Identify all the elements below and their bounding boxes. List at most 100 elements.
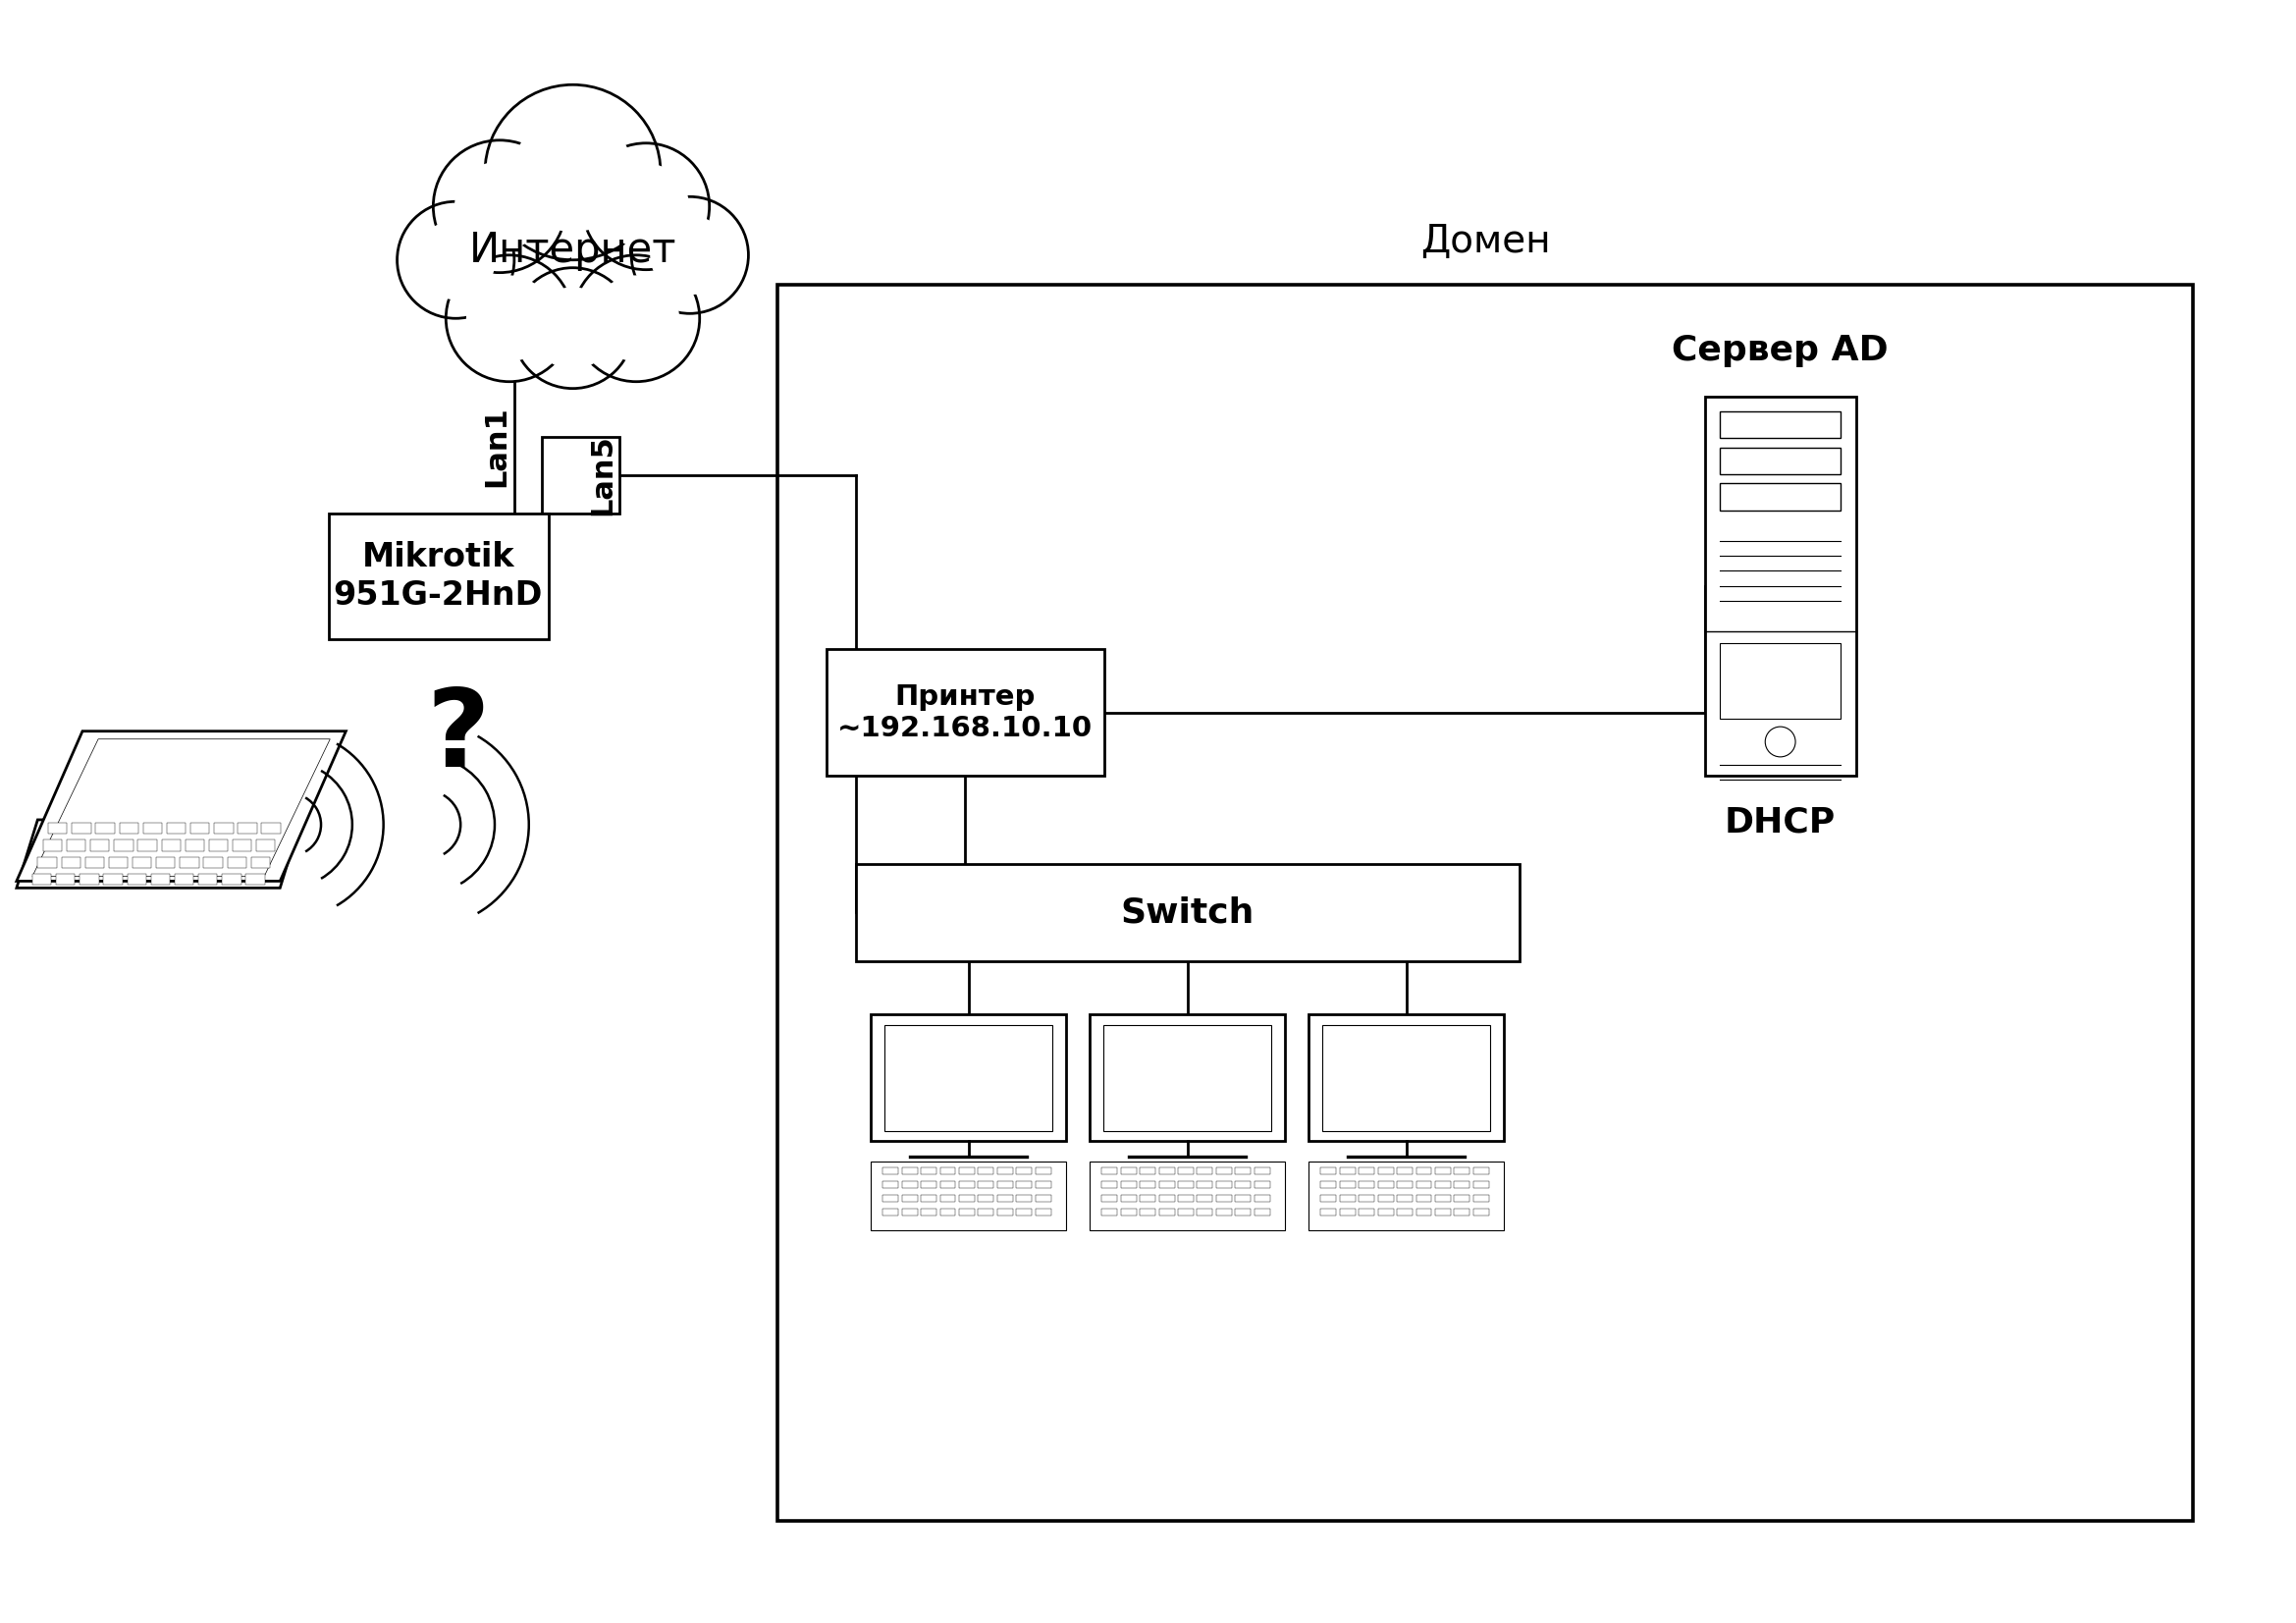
- Circle shape: [416, 221, 496, 300]
- Bar: [778, 284, 2193, 1521]
- Bar: [1396, 1182, 1412, 1188]
- Bar: [978, 1169, 994, 1175]
- Bar: [1435, 1195, 1451, 1203]
- Circle shape: [484, 84, 661, 260]
- Bar: [1453, 1182, 1469, 1188]
- Bar: [1254, 1195, 1270, 1203]
- Bar: [1139, 1195, 1155, 1203]
- Bar: [1339, 1182, 1355, 1188]
- Bar: [1235, 1209, 1251, 1216]
- Bar: [1178, 1182, 1194, 1188]
- Bar: [1159, 1209, 1176, 1216]
- Bar: [1159, 1195, 1176, 1203]
- Bar: [80, 873, 99, 885]
- Bar: [1120, 1169, 1137, 1175]
- Bar: [1339, 1169, 1355, 1175]
- Circle shape: [434, 140, 565, 273]
- Bar: [1178, 1209, 1194, 1216]
- Bar: [1196, 1169, 1212, 1175]
- Bar: [939, 1209, 955, 1216]
- Bar: [1359, 1182, 1375, 1188]
- Bar: [1453, 1169, 1469, 1175]
- Bar: [85, 857, 103, 868]
- Bar: [1102, 1195, 1118, 1203]
- Bar: [1139, 1209, 1155, 1216]
- Bar: [96, 823, 115, 834]
- Bar: [1359, 1195, 1375, 1203]
- Bar: [250, 857, 271, 868]
- Bar: [902, 1182, 918, 1188]
- Circle shape: [455, 161, 544, 252]
- Bar: [1322, 1026, 1490, 1131]
- Bar: [1720, 411, 1841, 438]
- Bar: [939, 1169, 955, 1175]
- Bar: [1217, 1169, 1231, 1175]
- Bar: [71, 823, 92, 834]
- Bar: [921, 1169, 937, 1175]
- Circle shape: [604, 164, 689, 250]
- Bar: [1339, 1195, 1355, 1203]
- Bar: [90, 839, 110, 850]
- Bar: [1378, 1195, 1394, 1203]
- Bar: [1017, 1195, 1031, 1203]
- Bar: [996, 1195, 1013, 1203]
- Bar: [1102, 1209, 1118, 1216]
- Bar: [1417, 1209, 1433, 1216]
- Bar: [126, 873, 147, 885]
- Bar: [156, 857, 174, 868]
- Bar: [48, 823, 67, 834]
- Bar: [223, 873, 241, 885]
- Bar: [232, 839, 253, 850]
- Bar: [1396, 1169, 1412, 1175]
- Bar: [902, 1195, 918, 1203]
- Bar: [1309, 1162, 1504, 1230]
- Bar: [1339, 1209, 1355, 1216]
- Bar: [62, 857, 80, 868]
- Text: Интернет: Интернет: [468, 229, 677, 271]
- Bar: [174, 873, 193, 885]
- Circle shape: [466, 276, 553, 362]
- Bar: [978, 1182, 994, 1188]
- Bar: [1196, 1209, 1212, 1216]
- Text: Lan1: Lan1: [482, 406, 512, 487]
- Bar: [1178, 1195, 1194, 1203]
- Circle shape: [592, 276, 680, 362]
- Bar: [870, 1162, 1065, 1230]
- Bar: [1435, 1182, 1451, 1188]
- Text: ?: ?: [427, 685, 489, 789]
- Bar: [119, 823, 138, 834]
- Bar: [978, 1195, 994, 1203]
- Bar: [152, 873, 170, 885]
- Circle shape: [572, 255, 700, 381]
- Bar: [1359, 1169, 1375, 1175]
- Circle shape: [650, 216, 730, 295]
- Bar: [882, 1209, 898, 1216]
- Bar: [1378, 1182, 1394, 1188]
- Text: Switch: Switch: [1120, 896, 1254, 928]
- Bar: [103, 873, 122, 885]
- Bar: [996, 1209, 1013, 1216]
- Bar: [996, 1169, 1013, 1175]
- Bar: [1474, 1182, 1488, 1188]
- Bar: [960, 1209, 976, 1216]
- Bar: [262, 823, 280, 834]
- Bar: [1435, 1209, 1451, 1216]
- Bar: [882, 1182, 898, 1188]
- Bar: [179, 857, 200, 868]
- Bar: [32, 873, 51, 885]
- Bar: [1120, 1195, 1137, 1203]
- Bar: [1139, 1182, 1155, 1188]
- Bar: [1120, 1209, 1137, 1216]
- Bar: [328, 513, 549, 639]
- Bar: [921, 1182, 937, 1188]
- Bar: [1453, 1195, 1469, 1203]
- Bar: [870, 1014, 1065, 1141]
- Bar: [1102, 1169, 1118, 1175]
- Bar: [921, 1209, 937, 1216]
- Bar: [161, 839, 181, 850]
- Bar: [882, 1169, 898, 1175]
- Bar: [1235, 1169, 1251, 1175]
- Bar: [960, 1182, 976, 1188]
- Circle shape: [445, 255, 572, 381]
- Bar: [939, 1195, 955, 1203]
